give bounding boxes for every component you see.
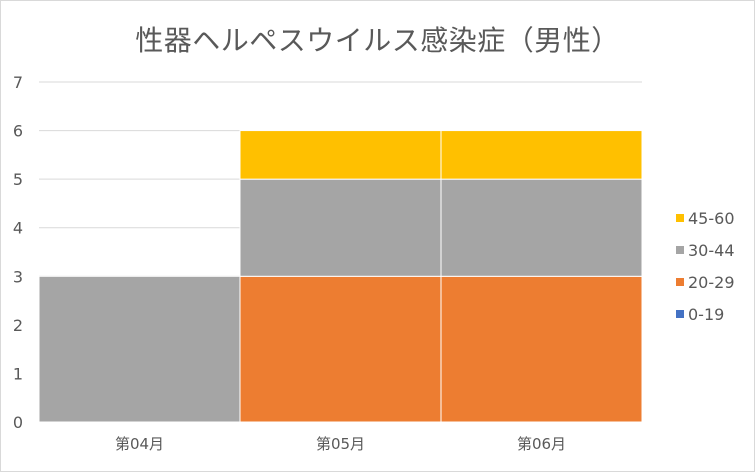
- x-category-label: 第06月: [517, 435, 566, 453]
- bar-segment-20-29-1: [239, 275, 442, 423]
- legend-label-0-19: 0-19: [688, 305, 724, 324]
- y-tick-label: 6: [13, 122, 23, 141]
- legend-swatch-20-29: [676, 278, 684, 286]
- x-category-label: 第05月: [316, 435, 365, 453]
- bar-segment-45-60-1: [239, 130, 442, 180]
- y-tick-label: 5: [13, 170, 23, 189]
- chart-title: 性器ヘルペスウイルス感染症（男性）: [135, 24, 620, 57]
- y-tick-label: 3: [13, 267, 23, 286]
- legend-swatch-45-60: [676, 214, 684, 222]
- bar-segment-45-60-2: [440, 130, 643, 180]
- legend-label-45-60: 45-60: [688, 209, 735, 228]
- bar-segment-20-29-2: [440, 275, 643, 423]
- legend-swatch-0-19: [676, 310, 684, 318]
- legend-swatch-30-44: [676, 246, 684, 254]
- y-tick-label: 1: [13, 364, 23, 383]
- bar-segment-30-44-2: [440, 178, 643, 277]
- bars: [38, 130, 643, 423]
- y-tick-label: 2: [13, 316, 23, 335]
- x-axis-categories: 第04月 第05月 第06月: [115, 435, 566, 453]
- y-tick-label: 0: [13, 413, 23, 432]
- x-category-label: 第04月: [115, 435, 164, 453]
- bar-segment-30-44-0: [38, 275, 241, 423]
- legend-label-20-29: 20-29: [688, 273, 735, 292]
- legend-label-30-44: 30-44: [688, 241, 735, 260]
- bar-segment-30-44-1: [239, 178, 442, 277]
- y-tick-label: 7: [13, 73, 23, 92]
- y-tick-label: 4: [13, 219, 23, 238]
- legend: 45-60 30-44 20-29 0-19: [676, 209, 735, 324]
- y-axis-ticks: 0 1 2 3 4 5 6 7: [13, 73, 23, 432]
